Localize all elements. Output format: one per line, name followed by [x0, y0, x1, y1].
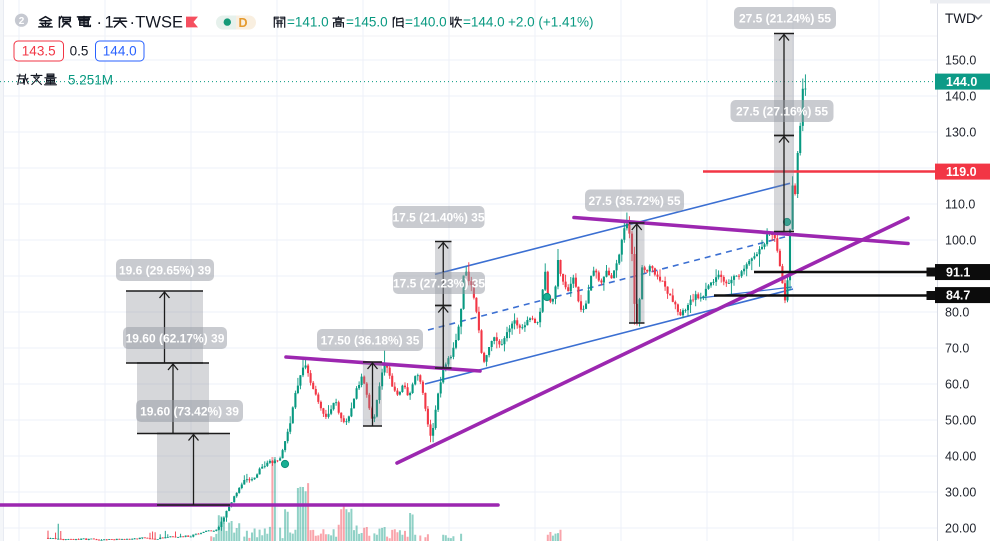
- svg-text:100.0: 100.0: [945, 234, 976, 248]
- svg-text:27.5 (21.24%) 55: 27.5 (21.24%) 55: [739, 11, 831, 25]
- svg-text:60.0: 60.0: [945, 378, 969, 392]
- svg-text:TWSE: TWSE: [135, 14, 183, 32]
- svg-text:·: ·: [97, 14, 103, 32]
- svg-text:2: 2: [19, 16, 25, 27]
- svg-text:·: ·: [130, 14, 136, 32]
- svg-text:50.00: 50.00: [945, 414, 976, 428]
- svg-text:+2.0 (+1.41%): +2.0 (+1.41%): [508, 15, 594, 30]
- svg-text:80.0: 80.0: [945, 306, 969, 320]
- svg-text:=144.0: =144.0: [463, 15, 505, 30]
- svg-text:17.5 (27.23%) 35: 17.5 (27.23%) 35: [393, 276, 485, 290]
- svg-text:19.60 (73.42%) 39: 19.60 (73.42%) 39: [140, 404, 239, 418]
- svg-text:140.0: 140.0: [945, 90, 976, 104]
- svg-text:30.00: 30.00: [945, 486, 976, 500]
- svg-text:0.5: 0.5: [70, 44, 89, 59]
- svg-text:19.6 (29.65%) 39: 19.6 (29.65%) 39: [119, 263, 211, 277]
- svg-text:27.5 (35.72%) 55: 27.5 (35.72%) 55: [588, 194, 680, 208]
- svg-text:=141.0: =141.0: [287, 15, 329, 30]
- svg-text:20.00: 20.00: [945, 522, 976, 536]
- svg-text:1: 1: [105, 14, 114, 32]
- svg-text:110.0: 110.0: [945, 198, 975, 212]
- svg-text:150.0: 150.0: [945, 54, 976, 68]
- svg-text:17.50 (36.18%) 35: 17.50 (36.18%) 35: [321, 333, 420, 347]
- svg-text:119.0: 119.0: [946, 165, 977, 179]
- svg-text:144.0: 144.0: [946, 75, 977, 89]
- svg-text:70.0: 70.0: [945, 342, 969, 356]
- svg-text:=140.0: =140.0: [405, 15, 447, 30]
- svg-text:84.7: 84.7: [946, 289, 970, 303]
- svg-text:17.5 (21.40%) 35: 17.5 (21.40%) 35: [392, 210, 484, 224]
- svg-text:D: D: [238, 16, 247, 30]
- svg-text:40.00: 40.00: [945, 450, 976, 464]
- svg-text:144.0: 144.0: [103, 44, 137, 59]
- svg-text:5.251M: 5.251M: [68, 73, 113, 88]
- svg-text:143.5: 143.5: [22, 44, 56, 59]
- svg-text:TWD: TWD: [945, 11, 976, 26]
- svg-text:130.0: 130.0: [945, 126, 976, 140]
- svg-text:19.60 (62.17%) 39: 19.60 (62.17%) 39: [126, 331, 225, 345]
- svg-text:27.5 (27.16%) 55: 27.5 (27.16%) 55: [736, 104, 828, 118]
- svg-text:=145.0: =145.0: [346, 15, 388, 30]
- svg-text:91.1: 91.1: [946, 266, 970, 280]
